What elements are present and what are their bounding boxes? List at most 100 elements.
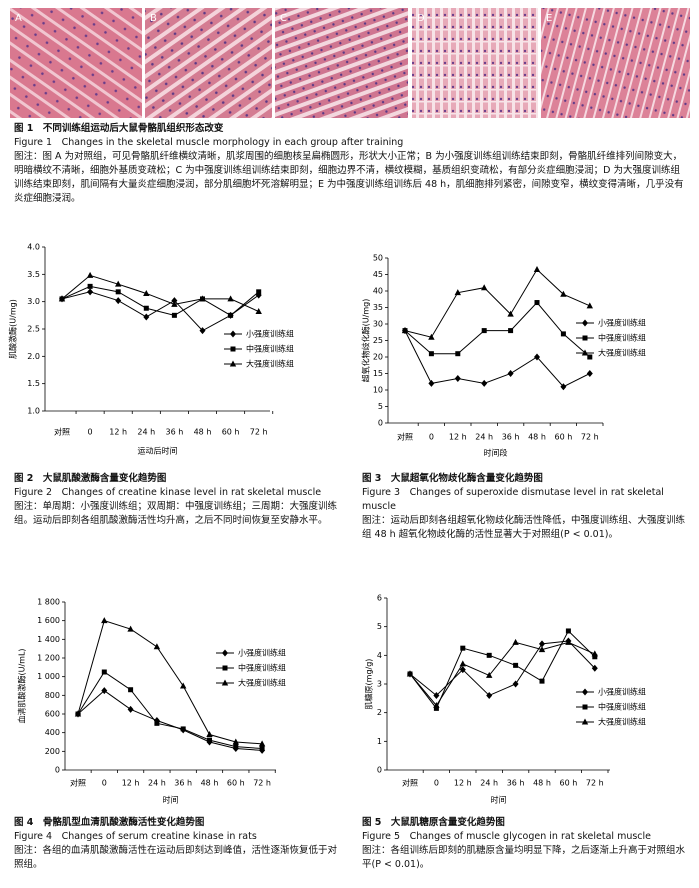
marker: [255, 308, 262, 315]
x-axis-title: 运动后时间: [138, 446, 178, 456]
caption-english: Figure 5 Changes of muscle glycogen in r…: [362, 831, 652, 842]
x-tick-label: 12 h: [122, 779, 140, 788]
y-tick-label: 1.0: [27, 407, 40, 416]
y-tick-label: 50: [373, 254, 383, 263]
legend-label: 中强度训练组: [598, 333, 646, 343]
series-line: [77, 690, 263, 751]
marker: [486, 652, 492, 658]
marker: [433, 702, 440, 708]
marker: [560, 383, 567, 391]
marker: [486, 691, 493, 699]
marker: [560, 331, 566, 337]
x-axis-title: 时间: [491, 795, 507, 805]
y-axis-title: 肌酸激酶(U/mg): [8, 299, 18, 359]
x-tick-label: 0: [88, 428, 93, 437]
marker: [533, 266, 541, 273]
marker: [507, 370, 514, 377]
panel-label: A: [15, 13, 22, 24]
y-tick-label: 20: [373, 353, 383, 362]
marker: [401, 327, 409, 334]
legend-label: 小强度训练组: [246, 329, 294, 339]
legend-label: 小强度训练组: [598, 318, 646, 328]
marker: [143, 313, 150, 321]
micrograph: [412, 8, 538, 118]
marker: [534, 353, 540, 361]
x-tick-label: 12 h: [109, 428, 127, 437]
x-tick-label: 对照: [402, 778, 418, 788]
y-tick-label: 3: [377, 680, 382, 689]
y-axis-title: 血清肌酸激酶(U/mL): [17, 648, 27, 723]
marker: [206, 731, 213, 738]
series-line: [77, 620, 263, 745]
marker: [75, 710, 81, 718]
marker: [507, 310, 514, 317]
marker: [101, 617, 108, 624]
marker: [539, 678, 545, 684]
y-tick-label: 1: [377, 737, 382, 746]
marker: [592, 654, 598, 660]
series-line: [409, 641, 595, 707]
caption-english: Figure 1 Changes in the skeletal muscle …: [14, 137, 404, 148]
legend-marker: [230, 346, 236, 352]
caption-title: 图 1 不同训练组运动后大鼠骨骼肌组织形态改变: [14, 123, 224, 134]
marker: [180, 682, 187, 689]
series-line: [404, 330, 591, 388]
y-tick-label: 0: [55, 766, 60, 775]
y-tick-label: 2: [377, 708, 382, 717]
y-tick-label: 2.5: [27, 325, 40, 334]
marker: [508, 328, 514, 334]
y-tick-label: 15: [373, 369, 383, 378]
marker: [232, 738, 239, 745]
marker: [258, 740, 266, 747]
y-tick-label: 1.5: [27, 379, 40, 388]
marker: [59, 295, 65, 303]
y-axis-title: 超氧化物歧化酶(U/mg): [361, 299, 371, 383]
x-tick-label: 36 h: [166, 428, 184, 437]
marker: [402, 327, 408, 335]
x-tick-label: 60 h: [555, 433, 573, 442]
x-tick-label: 0: [429, 433, 434, 442]
marker: [539, 640, 545, 648]
marker: [199, 295, 206, 302]
marker: [459, 660, 466, 667]
micrograph: [541, 8, 690, 118]
marker: [587, 354, 593, 360]
marker: [454, 289, 461, 296]
series-line: [61, 274, 259, 312]
x-axis-title: 时间: [163, 795, 179, 805]
legend-label: 大强度训练组: [598, 717, 646, 727]
marker: [481, 379, 488, 387]
marker: [180, 726, 186, 732]
legend-label: 小强度训练组: [238, 648, 286, 658]
marker: [154, 720, 160, 726]
y-tick-label: 200: [45, 747, 60, 756]
x-tick-label: 12 h: [449, 433, 467, 442]
marker: [591, 664, 598, 672]
x-tick-label: 48 h: [528, 433, 546, 442]
y-tick-label: 1 200: [37, 654, 60, 663]
x-tick-label: 12 h: [454, 779, 472, 788]
marker: [433, 691, 440, 699]
y-tick-label: 1 600: [37, 616, 60, 625]
figure-1-caption: 图 1 不同训练组运动后大鼠骨骼肌组织形态改变 Figure 1 Changes…: [14, 122, 686, 206]
legend-marker: [582, 688, 588, 696]
series-line: [404, 268, 591, 338]
marker: [58, 295, 66, 302]
caption-english: Figure 2 Changes of creatine kinase leve…: [14, 487, 322, 498]
marker: [199, 327, 206, 335]
y-tick-label: 3.5: [27, 270, 40, 279]
marker: [115, 289, 121, 295]
marker: [512, 680, 519, 688]
x-tick-label: 24 h: [148, 779, 166, 788]
x-tick-label: 对照: [54, 427, 70, 437]
x-tick-label: 60 h: [227, 779, 245, 788]
marker: [565, 637, 572, 645]
x-tick-label: 60 h: [560, 779, 578, 788]
caption-title: 图 3 大鼠超氧化物歧化酶含量变化趋势图: [362, 473, 543, 484]
marker: [565, 628, 571, 634]
marker: [402, 328, 408, 334]
y-tick-label: 0: [378, 419, 383, 428]
x-tick-label: 72 h: [253, 779, 271, 788]
caption-note: 图注：图 A 为对照组，可见骨骼肌纤维横纹清晰，肌浆周围的细胞核呈扁椭圆形，形状…: [14, 151, 684, 204]
marker: [87, 283, 93, 289]
